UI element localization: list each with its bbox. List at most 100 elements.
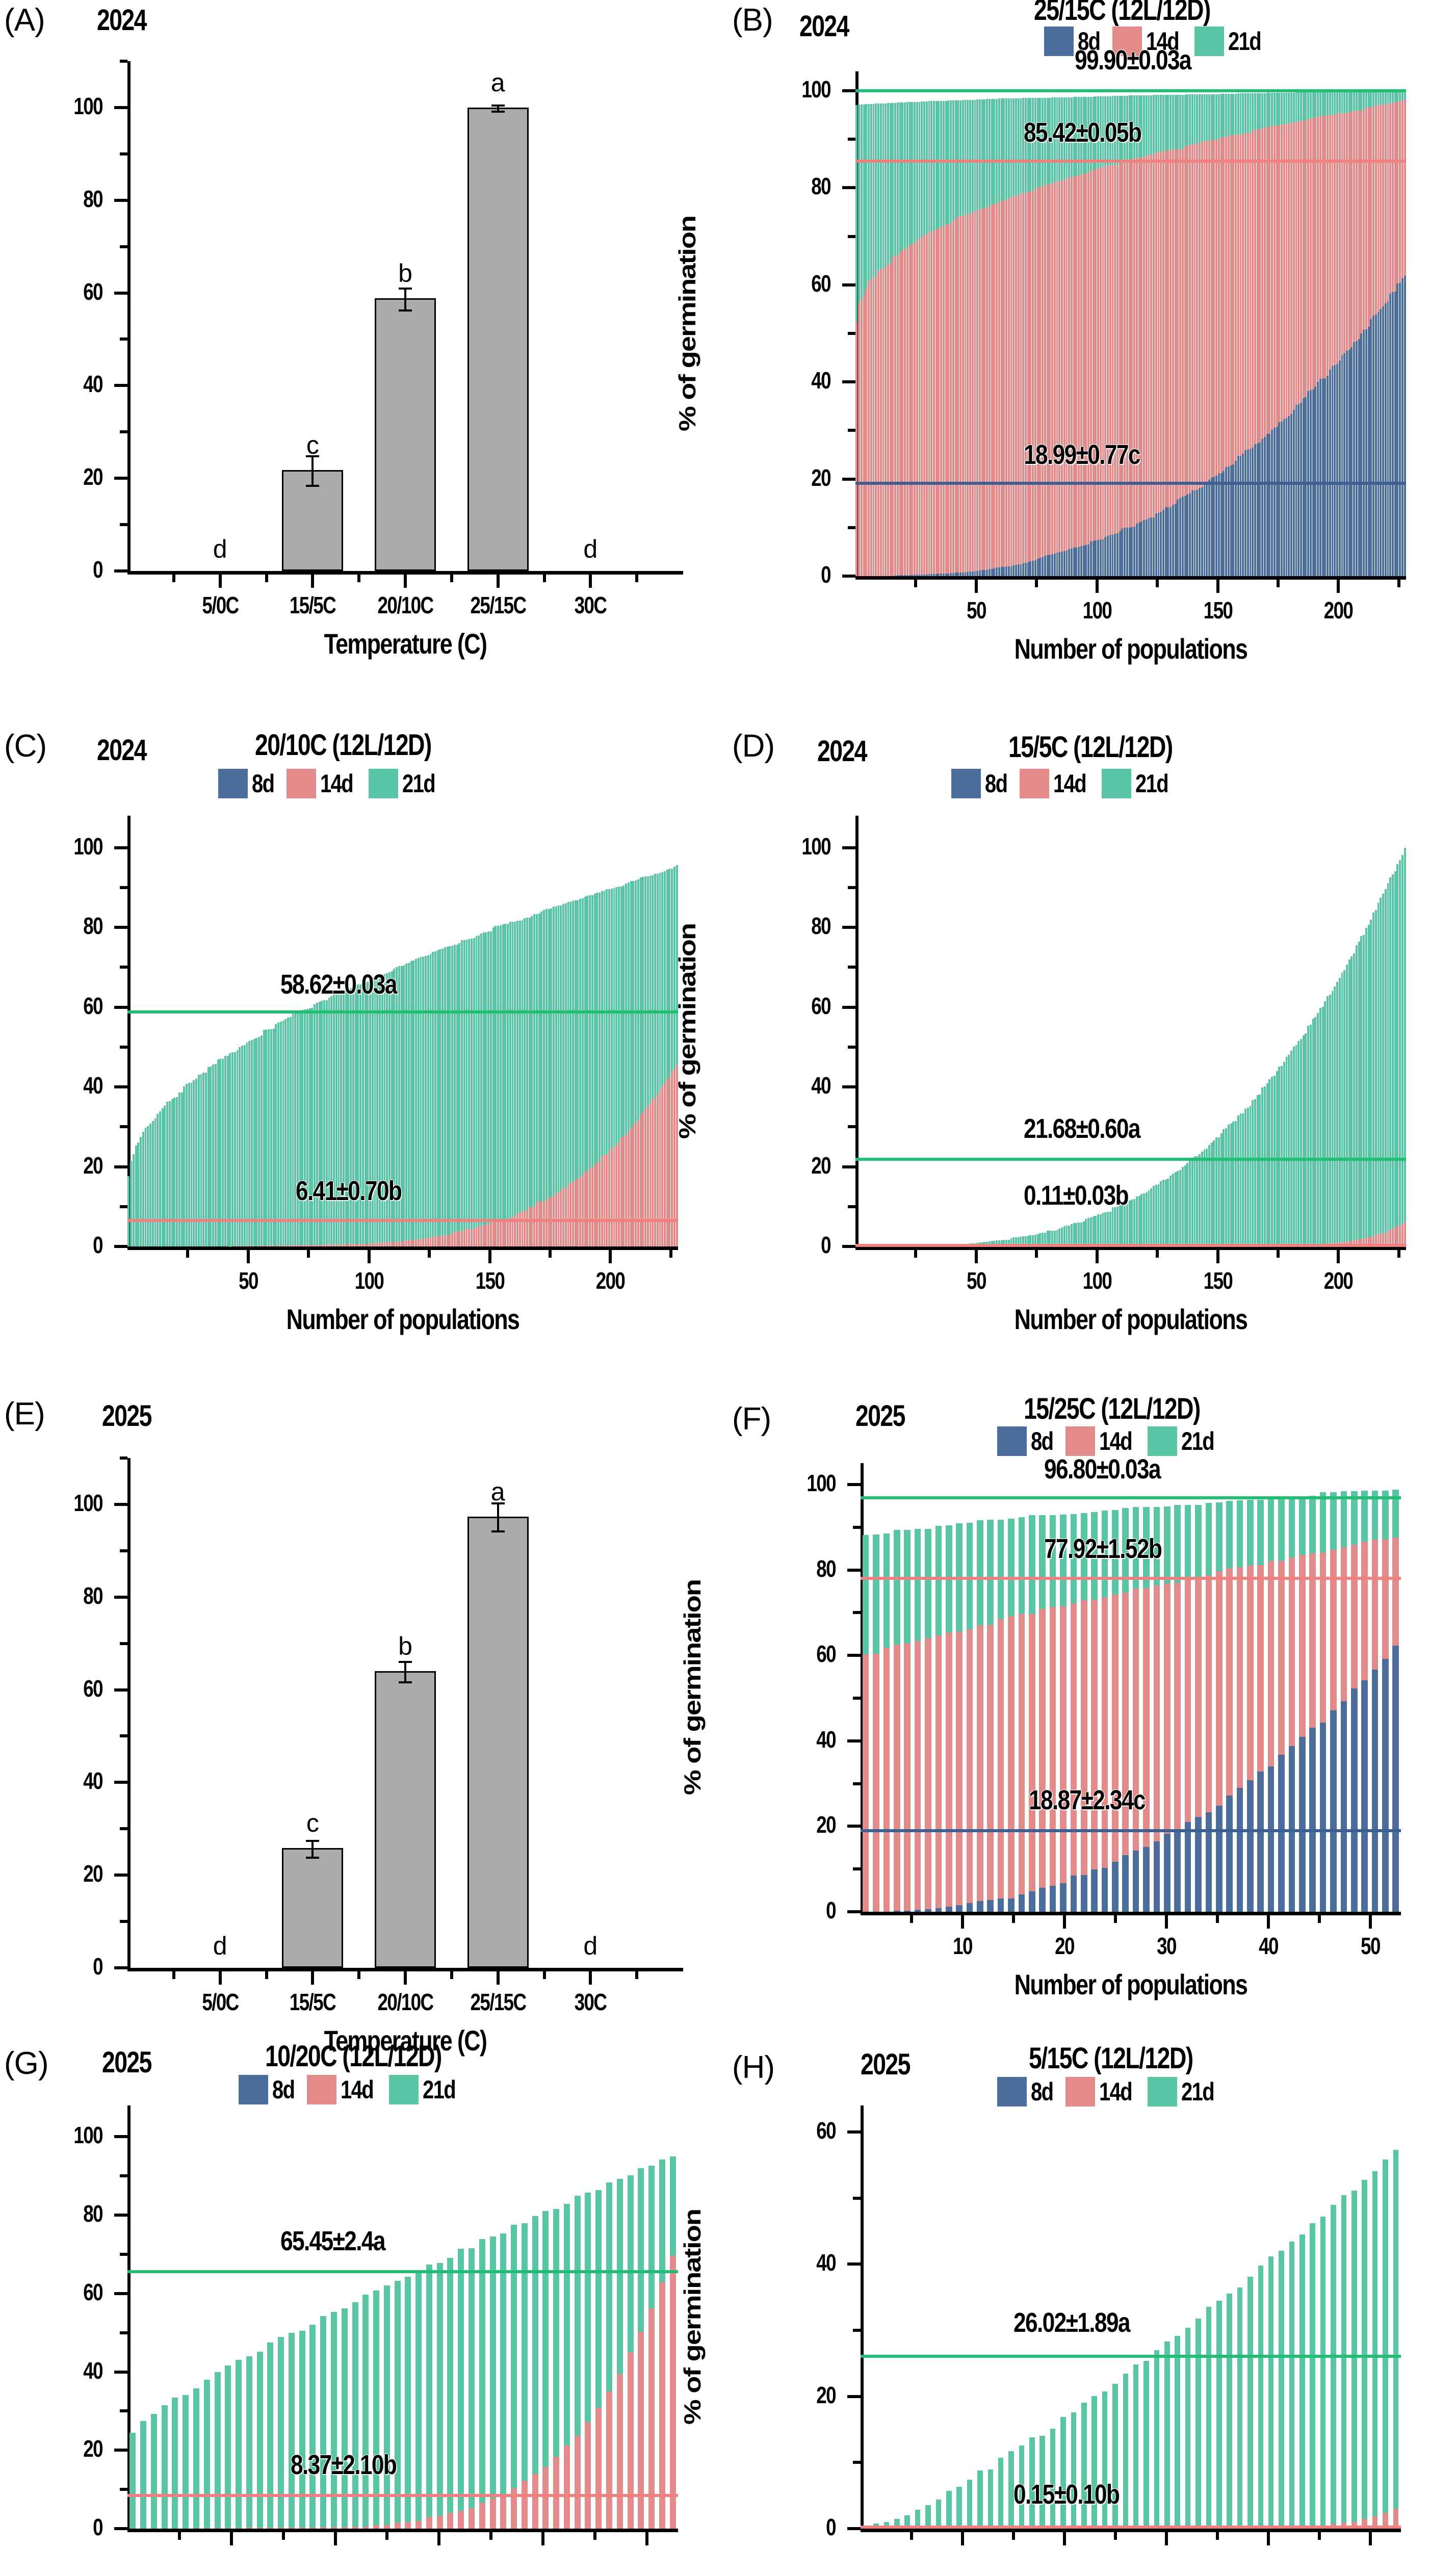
legend-item-8d: 8d <box>1044 27 1105 56</box>
stacked-bar-21d <box>1097 1214 1099 1246</box>
stacked-bar-14d <box>882 268 885 576</box>
stacked-bar-8d <box>1330 1710 1337 1912</box>
x-minor-tick <box>910 2532 913 2540</box>
stacked-bar-14d <box>1119 163 1121 576</box>
stacked-bar-21d <box>183 2395 189 2529</box>
panel-H-legend: 8d 14d 21d <box>997 2077 1222 2106</box>
legend-label-8d: 8d <box>1031 2077 1054 2106</box>
stacked-bar-14d <box>1295 121 1297 576</box>
stacked-bar-21d <box>1081 2402 1087 2529</box>
stacked-bar-21d <box>260 1035 263 1246</box>
stacked-bar-14d <box>942 226 945 576</box>
stacked-bar-21d <box>1217 1137 1220 1246</box>
stacked-bar-14d <box>1107 166 1109 576</box>
mean-annotation-21d: 26.02±1.89a <box>1013 2307 1131 2338</box>
stacked-bar-14d <box>487 1224 490 1246</box>
stacked-bar-14d <box>1089 171 1092 576</box>
stacked-bar-14d <box>540 1201 543 1246</box>
stacked-bar-21d <box>352 986 354 1246</box>
stacked-bar-14d <box>289 1245 292 1246</box>
stacked-bar-14d <box>480 1226 482 1246</box>
legend-swatch-8d <box>1044 27 1074 56</box>
stacked-bar-21d <box>1334 986 1336 1246</box>
stacked-bar-8d <box>904 1911 911 1912</box>
stacked-bar-8d <box>969 571 971 576</box>
stacked-bar-8d <box>1085 544 1087 576</box>
stacked-bar-21d <box>1099 1214 1102 1246</box>
stacked-bar-8d <box>1181 497 1184 576</box>
stacked-bar-14d <box>1237 135 1239 576</box>
x-minor-tick <box>1156 1250 1159 1258</box>
stacked-bar-21d <box>1126 1202 1128 1246</box>
stacked-bar-8d <box>1382 306 1384 576</box>
stacked-bar-21d <box>1111 1207 1114 1246</box>
stacked-bar-21d <box>1078 1223 1080 1246</box>
stacked-bar-21d <box>593 893 596 1246</box>
stacked-bar-14d <box>606 2391 612 2529</box>
stacked-bar-8d <box>1299 1737 1306 1912</box>
stacked-bar-21d <box>610 889 613 1246</box>
stacked-bar-14d <box>883 1647 890 1912</box>
stacked-bar-21d <box>1252 1100 1254 1246</box>
legend-label-8d: 8d <box>1078 27 1101 56</box>
stacked-bar-21d <box>479 2239 485 2529</box>
stacked-bar-14d <box>661 1086 664 1246</box>
mean-line-21d <box>861 2354 1401 2358</box>
stacked-bar-14d <box>579 1177 582 1246</box>
stacked-bar-8d <box>1000 567 1003 576</box>
stacked-bar-14d <box>950 223 952 576</box>
stacked-bar-21d <box>987 2469 994 2529</box>
y-axis-title: % of germination <box>674 923 700 1139</box>
stacked-bar-14d <box>603 1155 606 1246</box>
stacked-bar-21d <box>465 940 468 1246</box>
stacked-bar-21d <box>1329 994 1331 1246</box>
stacked-bar-14d <box>263 1245 265 1246</box>
stacked-bar-8d <box>930 574 933 576</box>
stacked-bar-14d <box>304 1244 306 1246</box>
stacked-bar-14d <box>323 1244 325 1246</box>
y-tick <box>114 1966 127 1969</box>
x-tick <box>1063 1915 1066 1929</box>
x-axis-line <box>127 571 683 575</box>
stacked-bar-21d <box>1114 1207 1116 1246</box>
stacked-bar-21d <box>304 1009 306 1246</box>
stacked-bar-21d <box>1317 1012 1319 1246</box>
x-minor-tick <box>593 2532 596 2540</box>
legend-label-8d: 8d <box>272 2075 295 2104</box>
y-axis-line <box>127 1458 131 1968</box>
legend-swatch-21d <box>1147 2077 1177 2106</box>
stacked-bar-21d <box>1075 1223 1078 1246</box>
y-tick-label: 20 <box>811 1152 831 1179</box>
x-tick <box>961 1915 964 1929</box>
stacked-bar-21d <box>1370 920 1372 1246</box>
stacked-bar-8d <box>1227 466 1230 576</box>
stacked-bar-8d <box>1025 563 1027 576</box>
stacked-bar-8d <box>1049 1885 1056 1912</box>
stacked-bar-21d <box>166 1102 169 1246</box>
legend-item-14d: 14d <box>1065 1426 1140 1456</box>
stacked-bar-14d <box>1355 1239 1358 1246</box>
stacked-bar-8d <box>1305 397 1307 576</box>
stacked-bar-14d <box>1114 165 1116 576</box>
stacked-bar-14d <box>516 1213 518 1246</box>
stacked-bar-21d <box>1102 2391 1108 2529</box>
legend-label-21d: 21d <box>1181 2077 1215 2106</box>
stacked-bar-14d <box>369 1243 371 1246</box>
stacked-bar-21d <box>354 985 357 1246</box>
stacked-bar-14d <box>675 1064 678 1246</box>
stacked-bar-21d <box>622 885 625 1246</box>
stacked-bar-21d <box>383 2285 390 2529</box>
stacked-bar-21d <box>343 992 345 1246</box>
stacked-bar-21d <box>492 927 495 1246</box>
x-minor-tick <box>1397 1250 1400 1258</box>
stacked-bar-14d <box>400 1241 403 1246</box>
stacked-bar-8d <box>1324 378 1327 576</box>
stacked-bar-14d <box>458 1231 461 1246</box>
stacked-bar-14d <box>531 1207 533 1246</box>
y-tick <box>114 1595 127 1599</box>
stacked-bar-21d <box>1283 1062 1285 1246</box>
stacked-bar-21d <box>391 971 393 1246</box>
stacked-bar-8d <box>1355 341 1358 576</box>
x-tick-label: 150 <box>1203 597 1233 623</box>
stacked-bar-8d <box>1348 349 1350 576</box>
